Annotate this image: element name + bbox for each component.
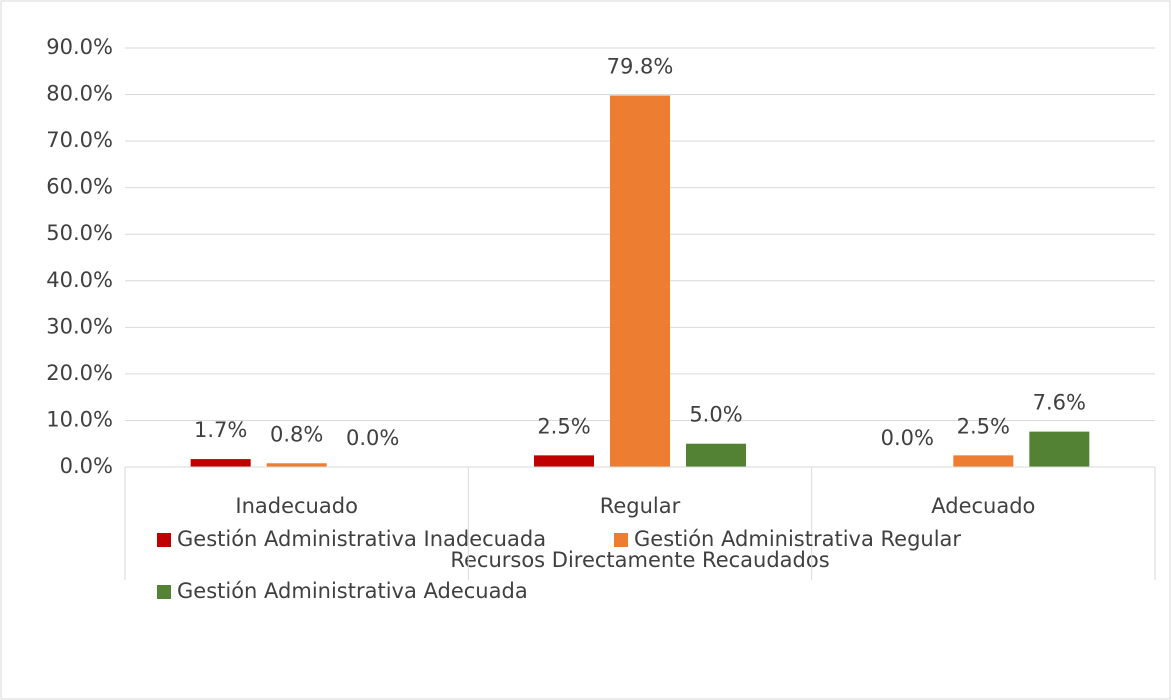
y-tick-label: 50.0%	[46, 221, 113, 245]
y-tick-label: 80.0%	[46, 82, 113, 106]
y-tick-label: 60.0%	[46, 175, 113, 199]
x-tick-label: Adecuado	[931, 494, 1035, 518]
y-tick-label: 0.0%	[60, 454, 113, 478]
value-label: 0.8%	[270, 422, 323, 446]
y-tick-label: 20.0%	[46, 361, 113, 385]
bar	[953, 455, 1014, 467]
bar	[190, 459, 251, 467]
bar	[686, 443, 746, 467]
legend-label: Gestión Administrativa Adecuada	[177, 579, 528, 603]
bar	[266, 463, 327, 467]
bar	[610, 95, 670, 467]
value-label: 0.0%	[881, 426, 934, 450]
x-tick-label: Inadecuado	[235, 494, 358, 518]
y-tick-label: 40.0%	[46, 268, 113, 292]
value-label: 1.7%	[194, 418, 247, 442]
bar	[534, 455, 594, 467]
y-tick-label: 30.0%	[46, 314, 113, 338]
y-tick-label: 10.0%	[46, 407, 113, 431]
value-label: 0.0%	[346, 426, 399, 450]
legend-label: Gestión Administrativa Regular	[634, 527, 961, 551]
y-tick-label: 70.0%	[46, 128, 113, 152]
legend-label: Gestión Administrativa Inadecuada	[177, 527, 546, 551]
legend-swatch	[157, 585, 171, 599]
x-tick-label: Regular	[600, 494, 681, 518]
legend-swatch	[157, 533, 171, 547]
value-label: 79.8%	[607, 54, 674, 78]
legend-swatch	[614, 533, 628, 547]
value-label: 2.5%	[537, 414, 590, 438]
bar	[1029, 431, 1090, 467]
value-label: 7.6%	[1033, 391, 1086, 415]
y-tick-label: 90.0%	[46, 35, 113, 59]
value-label: 5.0%	[689, 403, 742, 427]
value-label: 2.5%	[957, 414, 1010, 438]
x-axis-title: Recursos Directamente Recaudados	[450, 548, 829, 572]
